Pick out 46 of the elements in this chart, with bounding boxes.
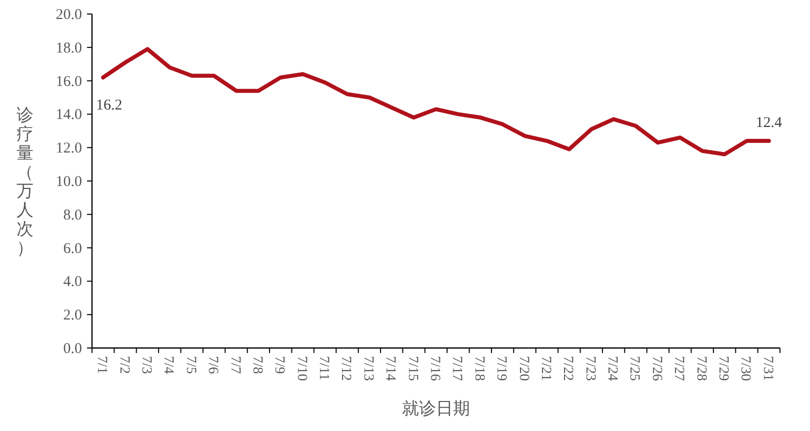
data-label: 12.4 — [756, 114, 783, 131]
x-tick-label: 7/14 — [382, 356, 398, 381]
x-tick-label: 7/28 — [693, 356, 708, 381]
y-axis-title: 诊疗量（万人次） — [16, 106, 34, 258]
x-tick-label: 7/31 — [760, 356, 775, 381]
x-tick-label: 7/26 — [648, 356, 664, 381]
data-label: 16.2 — [96, 97, 122, 114]
x-tick-label: 7/18 — [471, 356, 486, 381]
x-tick-label: 7/5 — [182, 356, 198, 374]
x-tick-label: 7/11 — [316, 356, 332, 380]
x-tick-label: 7/21 — [538, 356, 553, 381]
x-tick-label: 7/25 — [626, 356, 642, 381]
x-tick-label: 7/15 — [404, 356, 420, 381]
x-tick-label: 7/27 — [671, 356, 686, 381]
x-tick-label: 7/4 — [160, 356, 176, 374]
y-tick-label: 16.0 — [56, 74, 82, 90]
y-tick-label: 10.0 — [56, 174, 82, 190]
x-tick-label: 7/23 — [582, 356, 598, 381]
y-tick-label: 12.0 — [56, 140, 82, 157]
x-tick-label: 7/7 — [227, 356, 242, 374]
x-tick-label: 7/30 — [738, 356, 753, 381]
x-tick-label: 7/10 — [294, 356, 309, 381]
x-tick-label: 7/9 — [272, 356, 287, 374]
x-tick-label: 7/3 — [138, 356, 154, 374]
x-tick-label: 7/6 — [205, 356, 220, 374]
x-tick-label: 7/29 — [716, 356, 731, 381]
x-tick-label: 7/13 — [360, 356, 376, 381]
x-tick-label: 7/22 — [560, 356, 576, 381]
x-tick-label: 7/24 — [604, 356, 620, 381]
x-tick-label: 7/1 — [94, 356, 110, 374]
x-tick-label: 7/2 — [116, 356, 132, 374]
x-axis-title: 就诊日期 — [402, 399, 470, 418]
x-tick-label: 7/8 — [249, 356, 264, 374]
x-tick-label: 7/16 — [427, 356, 442, 381]
y-tick-label: 2.0 — [63, 308, 82, 324]
y-tick-label: 8.0 — [63, 207, 82, 224]
x-tick-label: 7/20 — [516, 356, 531, 381]
y-tick-label: 4.0 — [63, 274, 82, 290]
x-tick-label: 7/17 — [449, 356, 464, 381]
y-tick-label: 18.0 — [56, 40, 82, 56]
y-tick-label: 14.0 — [56, 107, 82, 124]
y-tick-label: 6.0 — [63, 240, 82, 257]
y-tick-label: 20.0 — [56, 7, 82, 23]
x-tick-label: 7/19 — [494, 356, 509, 381]
y-tick-label: 0.0 — [63, 341, 82, 357]
x-tick-label: 7/12 — [338, 356, 354, 381]
